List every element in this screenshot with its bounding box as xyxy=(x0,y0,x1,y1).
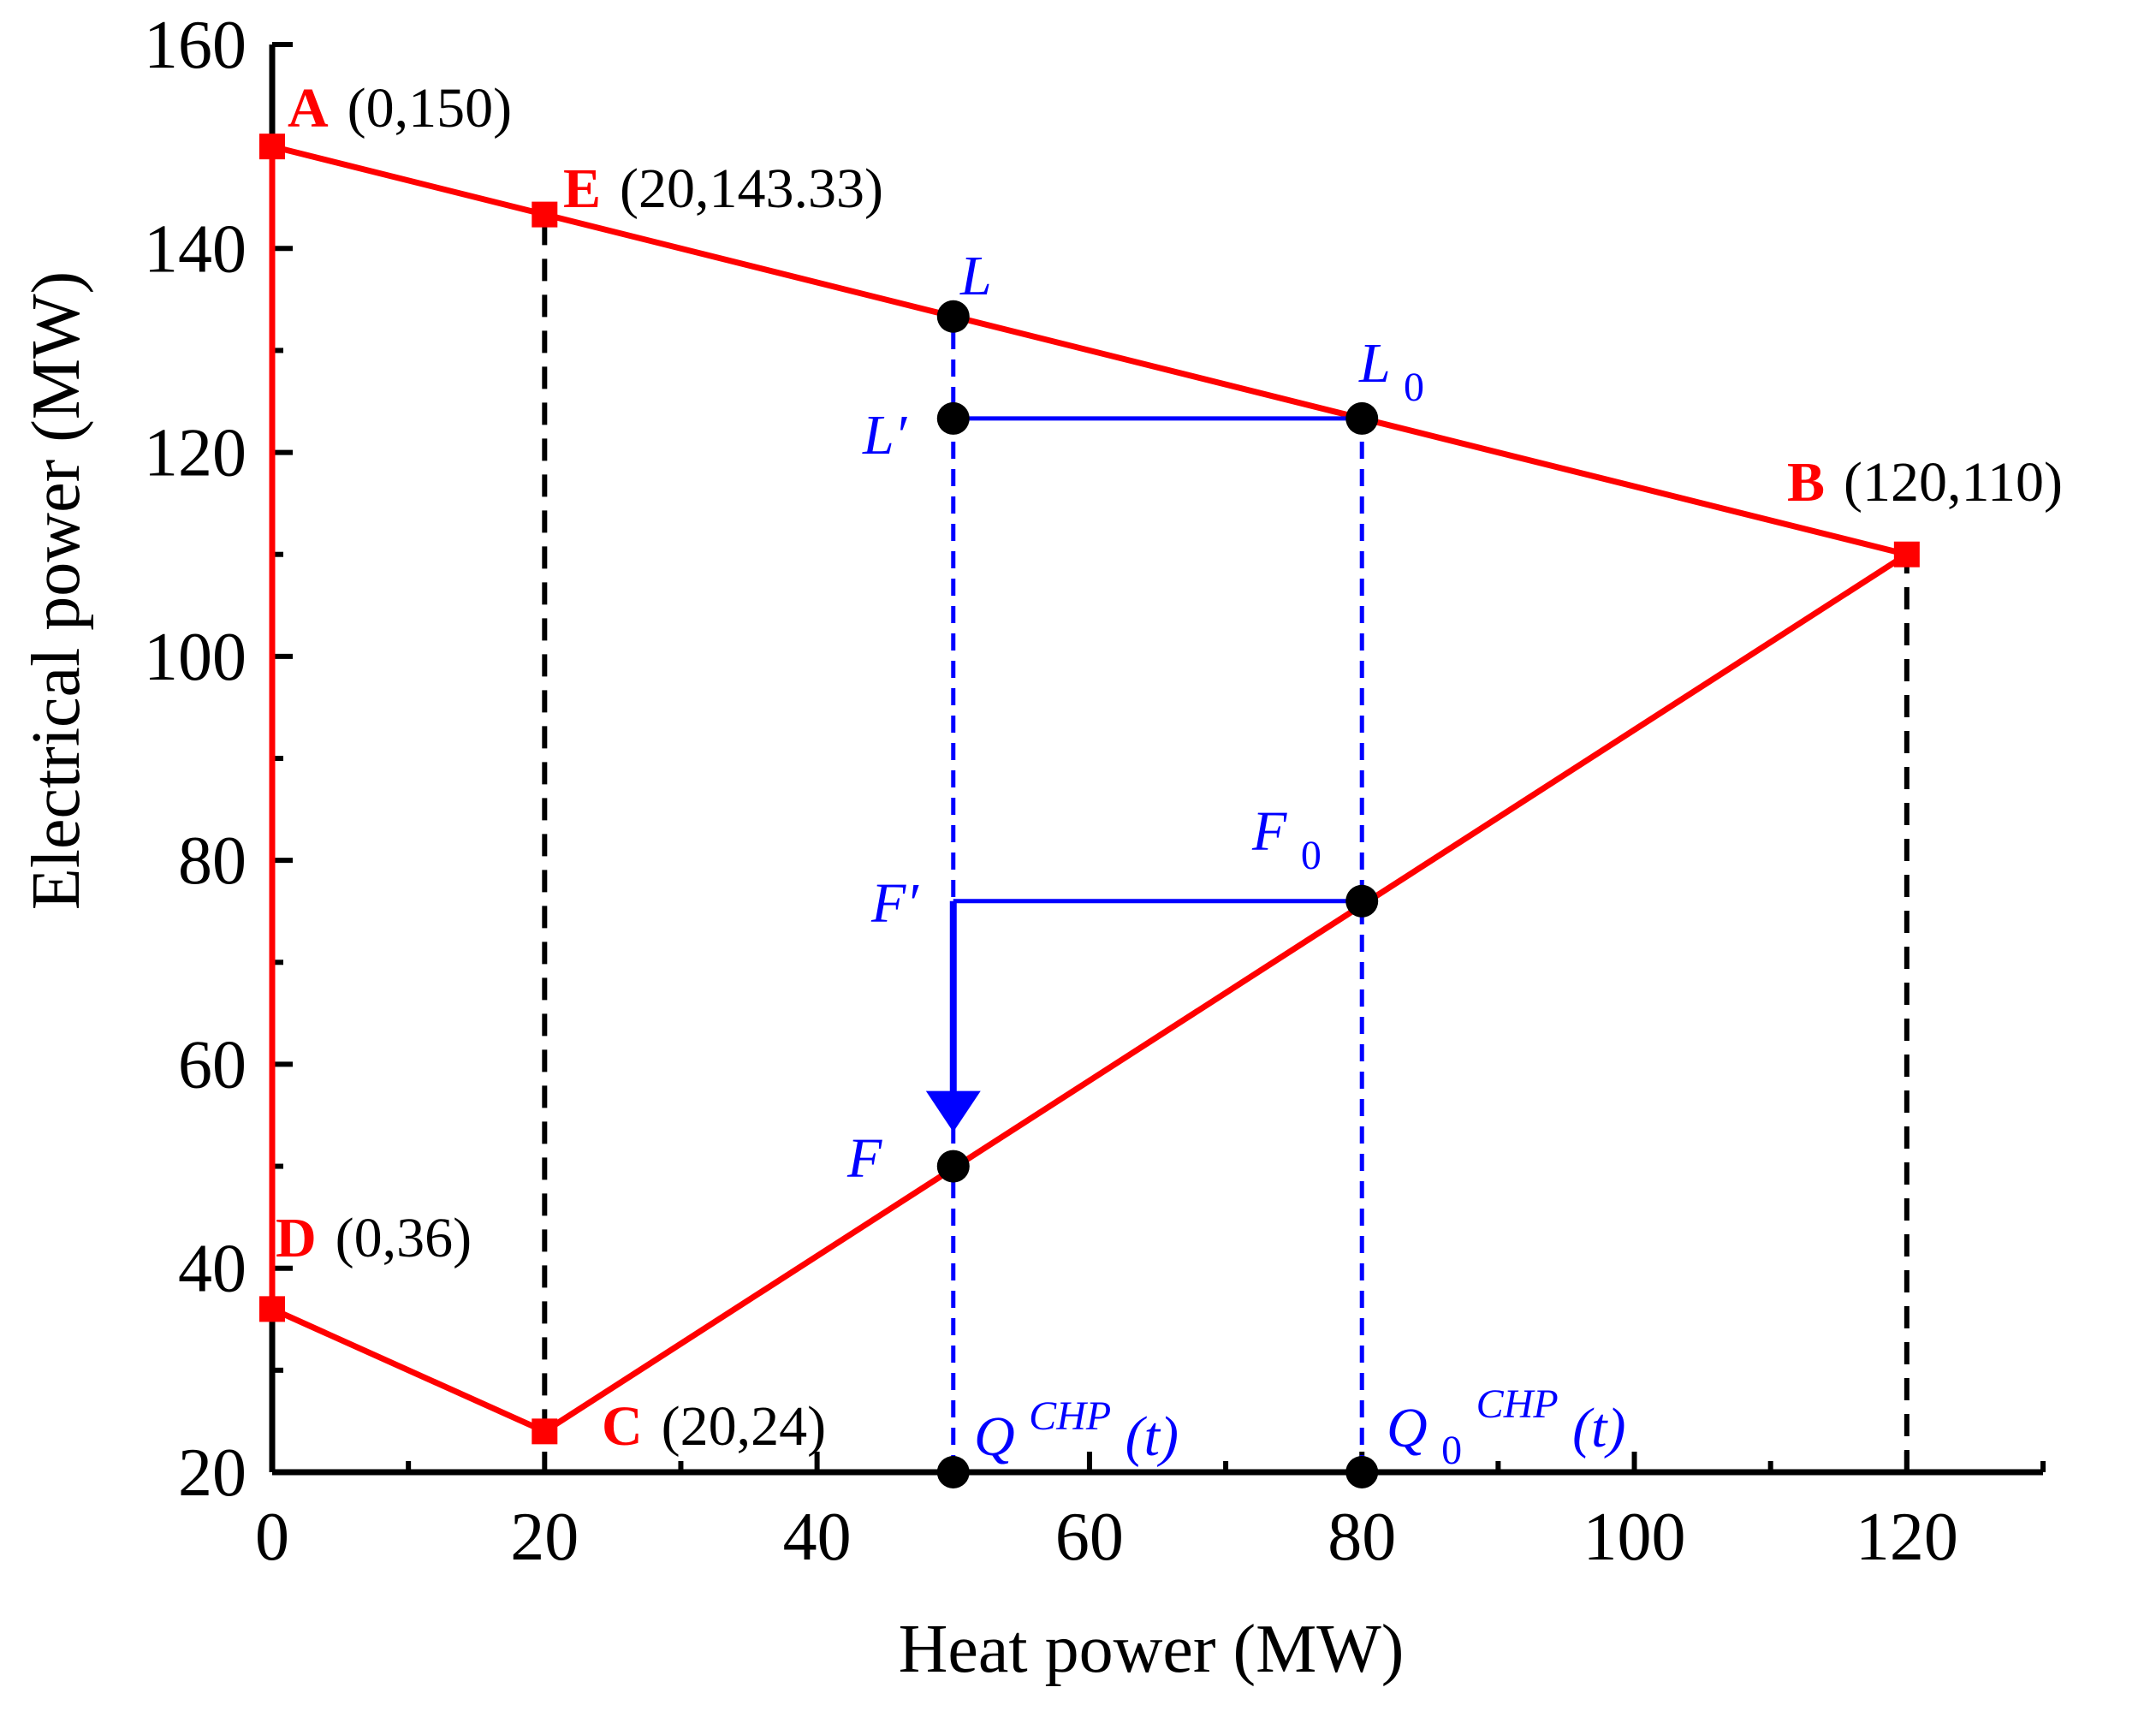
guide-lines xyxy=(542,214,1910,1472)
annotation-q0-sub: 0 xyxy=(1441,1428,1462,1473)
y-tick-label-60: 60 xyxy=(178,1027,246,1102)
x-tick-label-80: 80 xyxy=(1327,1500,1396,1575)
vertex-a-letter: A xyxy=(288,77,329,140)
y-tick-label-140: 140 xyxy=(144,211,246,287)
annotation-l0: L 0 xyxy=(1358,332,1424,410)
annotation-q0-tail: (t) xyxy=(1572,1397,1625,1459)
point-marker-f xyxy=(936,1150,970,1183)
vertex-c-letter: C xyxy=(602,1395,643,1458)
y-tick-label-20: 20 xyxy=(178,1435,246,1511)
annotation-q-base: Q xyxy=(974,1405,1015,1468)
annotation-q-tail: (t) xyxy=(1126,1405,1179,1468)
y-tick-label-160: 160 xyxy=(144,8,246,83)
annotation-f0-base: F xyxy=(1251,800,1287,863)
annotation-f0-sub: 0 xyxy=(1301,833,1322,878)
y-tick-label-100: 100 xyxy=(144,620,246,695)
annotation-q-chp: Q CHP (t) xyxy=(974,1380,1179,1468)
vertex-marker-b xyxy=(1893,541,1920,567)
point-marker-q xyxy=(936,1456,970,1488)
y-tick-label-120: 120 xyxy=(144,416,246,491)
vertex-marker-d xyxy=(259,1296,285,1322)
operating-adjustment xyxy=(925,316,1364,1472)
y-axis-title: Electrical power (MW) xyxy=(19,271,94,910)
vertex-a-label: A (0,150) xyxy=(288,77,512,140)
x-tick-label-20: 20 xyxy=(510,1500,579,1575)
vertex-b-letter: B xyxy=(1787,451,1825,514)
point-marker-q0 xyxy=(1345,1456,1379,1488)
annotation-l-prime: L′ xyxy=(862,404,908,466)
annotation-f: F xyxy=(846,1127,882,1190)
vertex-a-coord: (0,150) xyxy=(347,77,512,140)
point-marker-l-prime xyxy=(936,401,970,435)
vertex-e-coord: (20,143.33) xyxy=(620,157,883,220)
vertex-d-label: D (0,36) xyxy=(276,1207,472,1269)
x-tick-label-100: 100 xyxy=(1583,1500,1686,1575)
annotation-f-prime: F′ xyxy=(870,872,919,935)
x-tick-label-0: 0 xyxy=(255,1500,289,1575)
vertex-d-letter: D xyxy=(276,1207,317,1269)
annotation-l0-sub: 0 xyxy=(1404,365,1424,410)
vertex-marker-e xyxy=(532,201,558,228)
feasible-region-boundary xyxy=(269,143,1915,1435)
vertex-marker-a xyxy=(259,134,285,160)
vertex-c-label: C (20,24) xyxy=(602,1395,826,1458)
annotation-f0: F 0 xyxy=(1251,800,1322,878)
annotation-q0-base: Q xyxy=(1387,1397,1428,1459)
vertex-e-letter: E xyxy=(563,157,601,220)
x-tick-label-120: 120 xyxy=(1856,1500,1958,1575)
point-markers xyxy=(936,300,1379,1488)
annotation-q0-chp: Q 0 CHP (t) xyxy=(1387,1368,1625,1476)
vertex-d-coord: (0,36) xyxy=(336,1207,472,1269)
vertex-b-label: B (120,110) xyxy=(1787,451,2063,514)
vertex-b-coord: (120,110) xyxy=(1844,451,2063,514)
y-tick-label-80: 80 xyxy=(178,823,246,899)
annotation-l0-base: L xyxy=(1358,332,1390,395)
annotation-l: L xyxy=(959,245,992,307)
feasible-region xyxy=(259,134,1920,1445)
vertex-e-label: E (20,143.33) xyxy=(563,157,883,220)
x-axis-title: Heat power (MW) xyxy=(899,1612,1405,1687)
point-marker-l xyxy=(936,300,970,333)
point-marker-l0 xyxy=(1345,401,1379,435)
annotation-q-sup: CHP xyxy=(1029,1393,1111,1439)
vertex-marker-c xyxy=(532,1418,558,1445)
vertex-c-coord: (20,24) xyxy=(662,1395,826,1458)
x-tick-label-40: 40 xyxy=(783,1500,852,1575)
annotation-q0-sup: CHP xyxy=(1476,1381,1559,1427)
x-tick-label-60: 60 xyxy=(1055,1500,1124,1575)
y-tick-label-40: 40 xyxy=(178,1232,246,1307)
point-marker-f0 xyxy=(1345,884,1379,918)
